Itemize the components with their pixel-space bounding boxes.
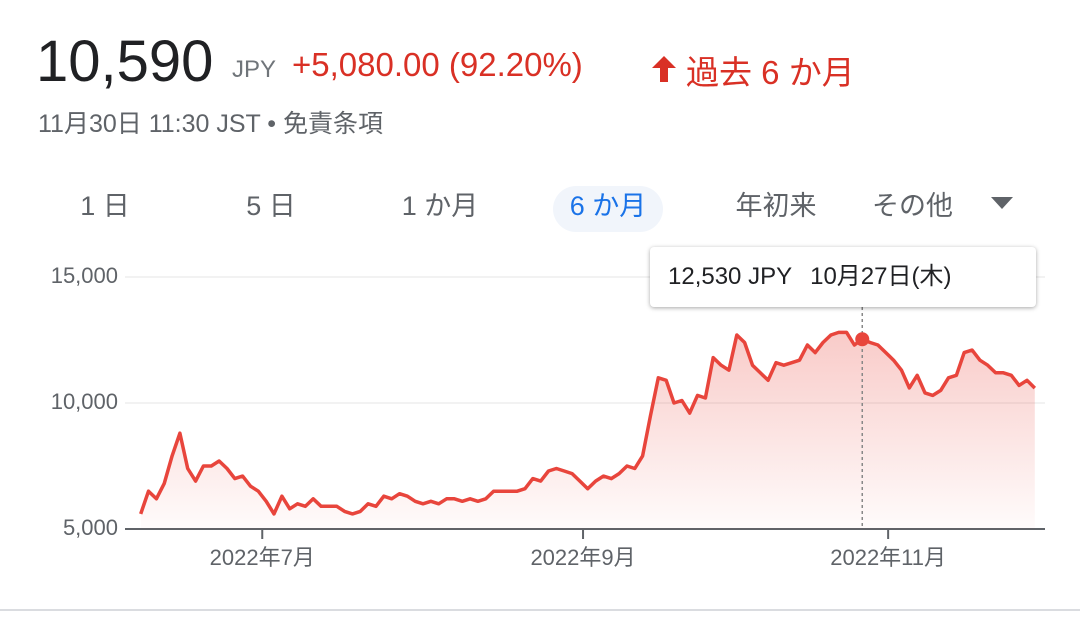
tab[interactable]: 1 日 bbox=[80, 191, 130, 221]
up-arrow bbox=[652, 56, 676, 82]
x-tick-label: 2022年11月 bbox=[830, 545, 946, 570]
hover-dot bbox=[855, 332, 870, 347]
disclaimer[interactable]: 免責条項 bbox=[283, 110, 384, 138]
dropdown-icon[interactable] bbox=[990, 196, 1014, 210]
tooltip-date: 10月27日(木) bbox=[810, 263, 952, 290]
x-tick-label: 2022年7月 bbox=[210, 545, 315, 570]
y-tick-label: 5,000 bbox=[63, 515, 118, 540]
change: +5,080.00 (92.20%) bbox=[292, 46, 583, 83]
price-line bbox=[139, 330, 1037, 516]
y-tick-label: 15,000 bbox=[51, 263, 118, 288]
tab-selected[interactable]: 6 か月 bbox=[553, 186, 663, 232]
tooltip-value: 12,530 JPY bbox=[668, 263, 793, 290]
y-tick-label: 10,000 bbox=[51, 389, 118, 414]
tab[interactable]: 1 か月 bbox=[401, 191, 479, 221]
price: 10,590 bbox=[36, 29, 214, 94]
tab[interactable]: 年初来 bbox=[735, 191, 817, 221]
tab[interactable]: 5 日 bbox=[246, 191, 296, 221]
x-tick-label: 2022年9月 bbox=[530, 545, 635, 570]
tooltip: 12,530 JPY 10月27日(木) bbox=[650, 247, 1036, 307]
period: 過去 6 か月 bbox=[686, 54, 855, 91]
currency: JPY bbox=[232, 56, 277, 83]
tab[interactable]: その他 bbox=[872, 191, 953, 221]
timestamp: 11月30日 11:30 JST bbox=[38, 110, 261, 138]
subtitle: 11月30日 11:30 JST • 免責条項 bbox=[38, 110, 384, 138]
area bbox=[140, 332, 1035, 529]
